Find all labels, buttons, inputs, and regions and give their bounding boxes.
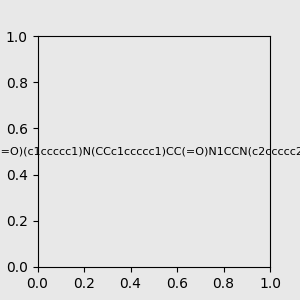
Text: O=S(=O)(c1ccccc1)N(CCc1ccccc1)CC(=O)N1CCN(c2ccccc2F)CC1: O=S(=O)(c1ccccc1)N(CCc1ccccc1)CC(=O)N1CC… bbox=[0, 146, 300, 157]
